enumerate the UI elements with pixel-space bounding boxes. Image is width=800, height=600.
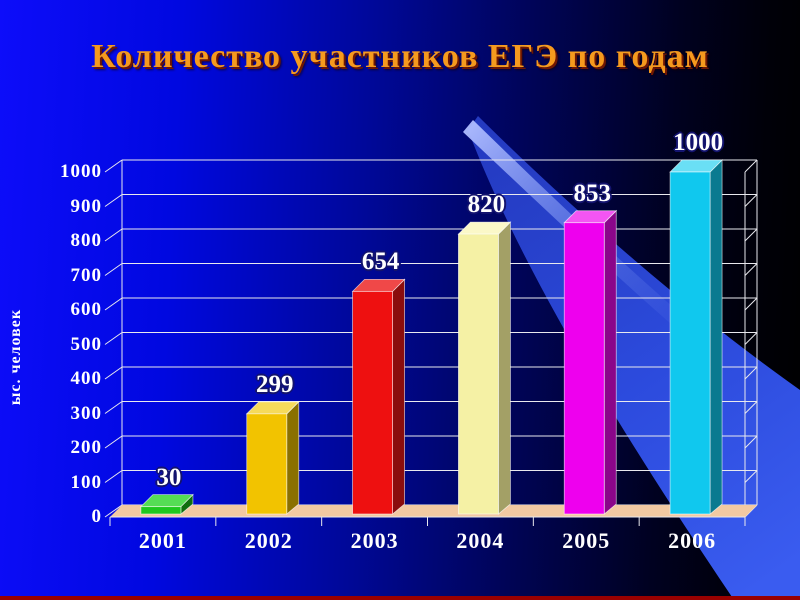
bar-2003 bbox=[352, 290, 393, 515]
right-wall-tick bbox=[744, 263, 758, 276]
y-axis-tick bbox=[104, 332, 123, 345]
y-axis-tick bbox=[104, 435, 123, 449]
right-wall-tick bbox=[744, 332, 758, 345]
y-tick-label-800: 800 bbox=[70, 230, 102, 251]
bar-value-label-2002: 299 bbox=[256, 370, 294, 398]
y-axis-tick bbox=[104, 401, 123, 414]
y-tick-label-100: 100 bbox=[70, 471, 102, 493]
bar-value-label-2004: 820 bbox=[467, 191, 506, 219]
slide-title: Количество участников ЕГЭ по годам bbox=[91, 38, 709, 75]
bar-2006 bbox=[669, 171, 711, 515]
right-wall-tick bbox=[744, 159, 758, 173]
x-tick-label-2001: 2001 bbox=[138, 528, 187, 553]
bar-side-2002 bbox=[286, 400, 300, 515]
y-axis-tick bbox=[104, 194, 123, 207]
y-tick-label-600: 600 bbox=[70, 299, 102, 320]
bottom-accent-line bbox=[0, 596, 800, 600]
bar-value-label-2003: 654 bbox=[361, 248, 400, 276]
right-wall-tick bbox=[744, 297, 758, 311]
x-tick-label-2004: 2004 bbox=[456, 528, 505, 553]
y-tick-label-1000: 1000 bbox=[60, 161, 102, 182]
y-axis-tick bbox=[104, 228, 123, 242]
right-wall-tick bbox=[744, 435, 758, 449]
y-axis-title-label: ыс. человек bbox=[7, 308, 24, 406]
chart-floor bbox=[110, 505, 757, 517]
y-axis-tick bbox=[104, 504, 123, 518]
bar-value-label-2005: 853 bbox=[573, 179, 612, 207]
bar-2002 bbox=[246, 413, 288, 515]
right-wall-tick bbox=[744, 228, 758, 242]
y-axis-tick bbox=[104, 297, 123, 311]
bar-side-2004 bbox=[498, 221, 511, 515]
bar-2001 bbox=[140, 506, 182, 515]
y-tick-label-200: 200 bbox=[70, 437, 102, 458]
x-tick-label-2006: 2006 bbox=[668, 528, 717, 553]
y-tick-label-500: 500 bbox=[70, 333, 102, 355]
right-wall-tick bbox=[744, 194, 758, 207]
bar-side-2003 bbox=[392, 278, 405, 515]
right-wall-tick bbox=[744, 366, 758, 380]
x-tick-label-2005: 2005 bbox=[562, 528, 611, 553]
bar-value-label-2006: 1000 bbox=[673, 129, 724, 156]
y-tick-label-700: 700 bbox=[70, 264, 102, 286]
right-wall-tick bbox=[744, 401, 758, 414]
y-tick-label-400: 400 bbox=[70, 368, 102, 389]
y-axis-tick bbox=[104, 366, 123, 380]
bar-2004 bbox=[458, 233, 499, 515]
y-tick-label-0: 0 bbox=[91, 506, 102, 527]
y-axis-tick bbox=[104, 159, 123, 173]
right-wall-tick bbox=[744, 470, 758, 483]
y-tick-label-300: 300 bbox=[70, 402, 102, 424]
bar-2005 bbox=[563, 222, 605, 515]
bar-side-2006 bbox=[709, 159, 723, 515]
y-tick-label-900: 900 bbox=[70, 195, 102, 217]
x-tick-label-2003: 2003 bbox=[350, 528, 399, 553]
y-axis-tick bbox=[104, 263, 123, 276]
bar-side-2005 bbox=[603, 209, 617, 515]
x-tick-label-2002: 2002 bbox=[244, 528, 293, 553]
bar-value-label-2001: 30 bbox=[156, 463, 182, 491]
y-axis-tick bbox=[104, 470, 123, 483]
